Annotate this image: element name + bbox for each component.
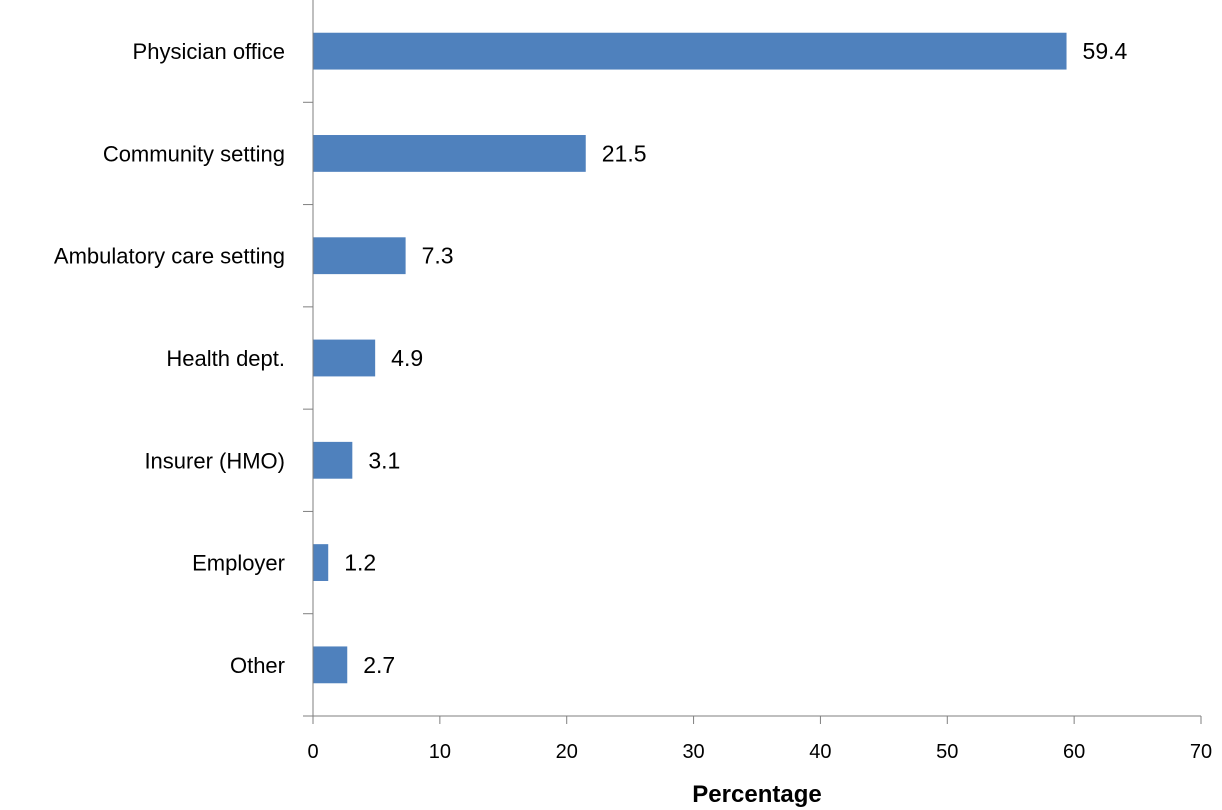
x-axis-title: Percentage [692,781,821,808]
category-label: Insurer (HMO) [144,448,285,473]
x-tick-label: 60 [1063,741,1085,763]
bar-value-label: 1.2 [344,550,376,576]
x-tick-label: 20 [556,741,578,763]
x-tick-label: 50 [936,741,958,763]
bar [313,135,586,172]
bar-value-label: 7.3 [422,243,454,269]
category-labels-group: Physician office Community setting Ambulat… [54,39,285,678]
category-label: Health dept. [166,346,285,371]
bar [313,646,348,684]
x-tick-label: 10 [429,741,451,763]
bar-value-label: 59.4 [1083,38,1128,64]
category-label: Employer [192,551,285,576]
category-label: Physician office [133,39,285,64]
x-tick-labels-group: 0 10 20 30 40 50 60 70 [307,741,1212,763]
category-label: Community setting [103,141,285,166]
bar [313,32,1067,70]
x-tick-label: 0 [307,741,318,763]
category-label: Ambulatory care setting [54,244,285,269]
x-tick-label: 40 [809,741,831,763]
bar [313,544,329,581]
bar-value-label: 4.9 [391,345,423,371]
bars-group [313,32,1067,684]
bar [313,237,406,275]
axes-group [303,0,1202,724]
bar [313,441,353,479]
x-tick-label: 30 [682,741,704,763]
category-label: Other [230,653,285,678]
bar-value-label: 2.7 [363,652,395,678]
bar-value-label: 21.5 [602,140,647,166]
bar [313,339,376,377]
value-labels-group: 59.4 21.5 7.3 4.9 3.1 1.2 2.7 [344,38,1127,678]
x-tick-label: 70 [1190,741,1212,763]
bar-value-label: 3.1 [368,447,400,473]
